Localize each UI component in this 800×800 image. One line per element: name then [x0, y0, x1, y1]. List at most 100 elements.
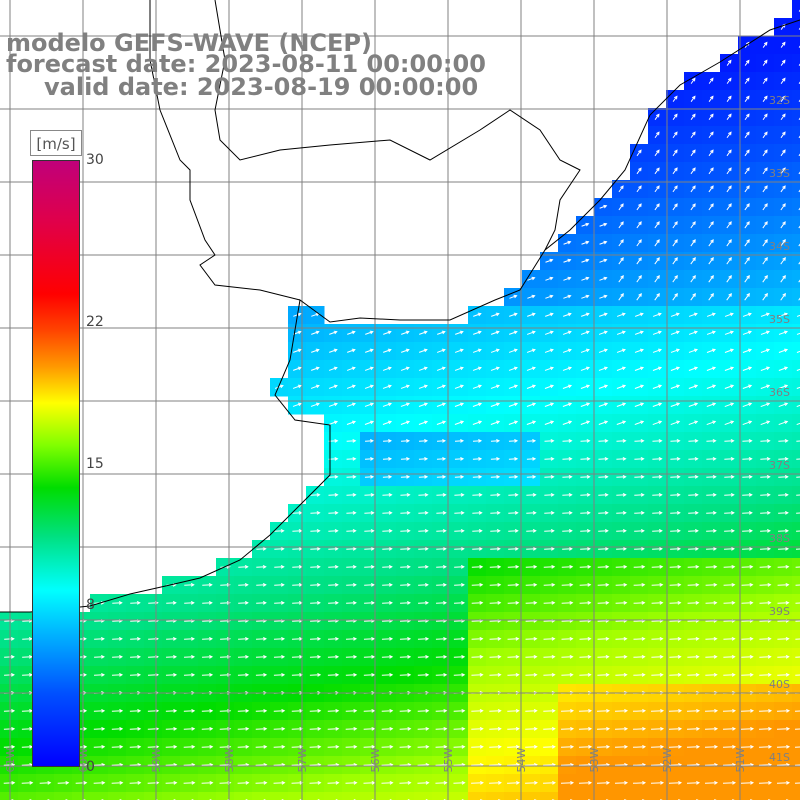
wind-arrow — [472, 384, 482, 389]
wind-arrow — [796, 386, 800, 389]
wind-arrow — [688, 312, 698, 317]
lat-label: 32S — [769, 94, 790, 107]
wind-arrow — [310, 601, 321, 605]
coastline-outline — [0, 19, 800, 613]
wind-arrow — [724, 312, 734, 317]
wind-cell — [792, 216, 800, 235]
wind-arrow — [580, 511, 591, 515]
wind-arrow — [762, 257, 768, 265]
wind-arrow — [399, 726, 412, 731]
wind-arrow — [364, 565, 375, 569]
wind-arrow — [597, 654, 610, 659]
wind-arrow — [3, 708, 16, 713]
wind-arrow — [563, 240, 572, 245]
wind-arrow — [165, 780, 178, 785]
wind-arrow — [615, 600, 628, 605]
wind-arrow — [726, 113, 732, 121]
wind-arrow — [758, 708, 773, 713]
wind-arrow — [744, 77, 750, 84]
wind-arrow — [634, 366, 645, 371]
wind-arrow — [435, 708, 448, 713]
wind-arrow — [544, 475, 555, 479]
wind-arrow — [652, 366, 663, 371]
wind-arrow — [742, 402, 753, 408]
wind-arrow — [183, 708, 196, 713]
wind-arrow — [687, 654, 700, 659]
wind-arrow — [255, 780, 268, 785]
wind-arrow — [796, 476, 800, 478]
wind-arrow — [615, 654, 628, 659]
wind-arrow — [762, 41, 768, 48]
wind-cell — [792, 414, 800, 433]
colorbar-tick-label: 22 — [86, 313, 104, 330]
wind-arrow — [708, 113, 714, 121]
wind-arrow — [328, 547, 339, 551]
wind-arrow — [596, 744, 611, 749]
wind-arrow — [256, 547, 267, 551]
wind-arrow — [507, 672, 520, 677]
wind-arrow — [166, 654, 177, 659]
wind-cell — [792, 378, 800, 397]
wind-arrow — [616, 384, 627, 389]
wind-arrow — [795, 656, 800, 658]
wind-arrow — [652, 330, 662, 335]
wind-cell — [792, 792, 800, 800]
wind-arrow — [651, 672, 664, 677]
wind-arrow — [310, 529, 321, 533]
wind-arrow — [762, 95, 768, 102]
wind-arrow — [382, 600, 393, 605]
wind-arrow — [400, 402, 410, 407]
wind-arrow — [328, 601, 339, 605]
wind-arrow — [780, 149, 786, 157]
lat-label: 38S — [769, 532, 790, 545]
wind-arrow — [293, 348, 302, 353]
wind-arrow — [742, 546, 753, 551]
wind-cell — [234, 792, 253, 800]
wind-arrow — [400, 457, 411, 461]
wind-arrow — [652, 348, 662, 353]
wind-arrow — [562, 439, 573, 443]
wind-arrow — [400, 565, 411, 569]
wind-arrow — [759, 582, 772, 587]
wind-arrow — [690, 149, 696, 157]
lon-label: 51W — [734, 747, 747, 772]
wind-arrow — [490, 529, 501, 533]
wind-arrow — [183, 672, 196, 677]
wind-arrow — [310, 366, 320, 371]
wind-arrow — [526, 475, 537, 479]
wind-arrow — [580, 420, 591, 425]
wind-arrow — [346, 402, 356, 407]
wind-arrow — [654, 113, 660, 120]
wind-arrow — [744, 292, 750, 301]
wind-arrow — [111, 744, 124, 749]
wind-arrow — [508, 348, 518, 353]
wind-arrow — [436, 457, 447, 461]
wind-arrow — [454, 511, 465, 515]
wind-arrow — [778, 366, 789, 371]
wind-arrow — [690, 185, 696, 193]
wind-arrow — [563, 258, 572, 263]
wind-arrow — [744, 203, 750, 211]
wind-arrow — [22, 655, 33, 659]
wind-arrow — [311, 348, 320, 353]
wind-arrow — [776, 726, 791, 731]
wind-arrow — [345, 744, 358, 749]
wind-arrow — [562, 475, 573, 479]
wind-arrow — [471, 744, 484, 749]
wind-arrow — [526, 384, 537, 389]
wind-arrow — [345, 672, 358, 677]
lon-label: 57W — [296, 747, 309, 772]
wind-arrow — [780, 167, 786, 175]
wind-arrow — [525, 744, 538, 749]
wind-arrow — [706, 330, 716, 335]
wind-arrow — [670, 366, 681, 371]
wind-arrow — [238, 636, 249, 641]
wind-arrow — [688, 348, 698, 353]
wind-arrow — [762, 149, 768, 157]
wind-arrow — [489, 600, 502, 605]
lat-label: 34S — [769, 240, 790, 253]
wind-arrow — [309, 780, 322, 785]
wind-arrow — [598, 493, 609, 497]
wind-arrow — [129, 708, 142, 713]
wind-cell — [792, 522, 800, 541]
